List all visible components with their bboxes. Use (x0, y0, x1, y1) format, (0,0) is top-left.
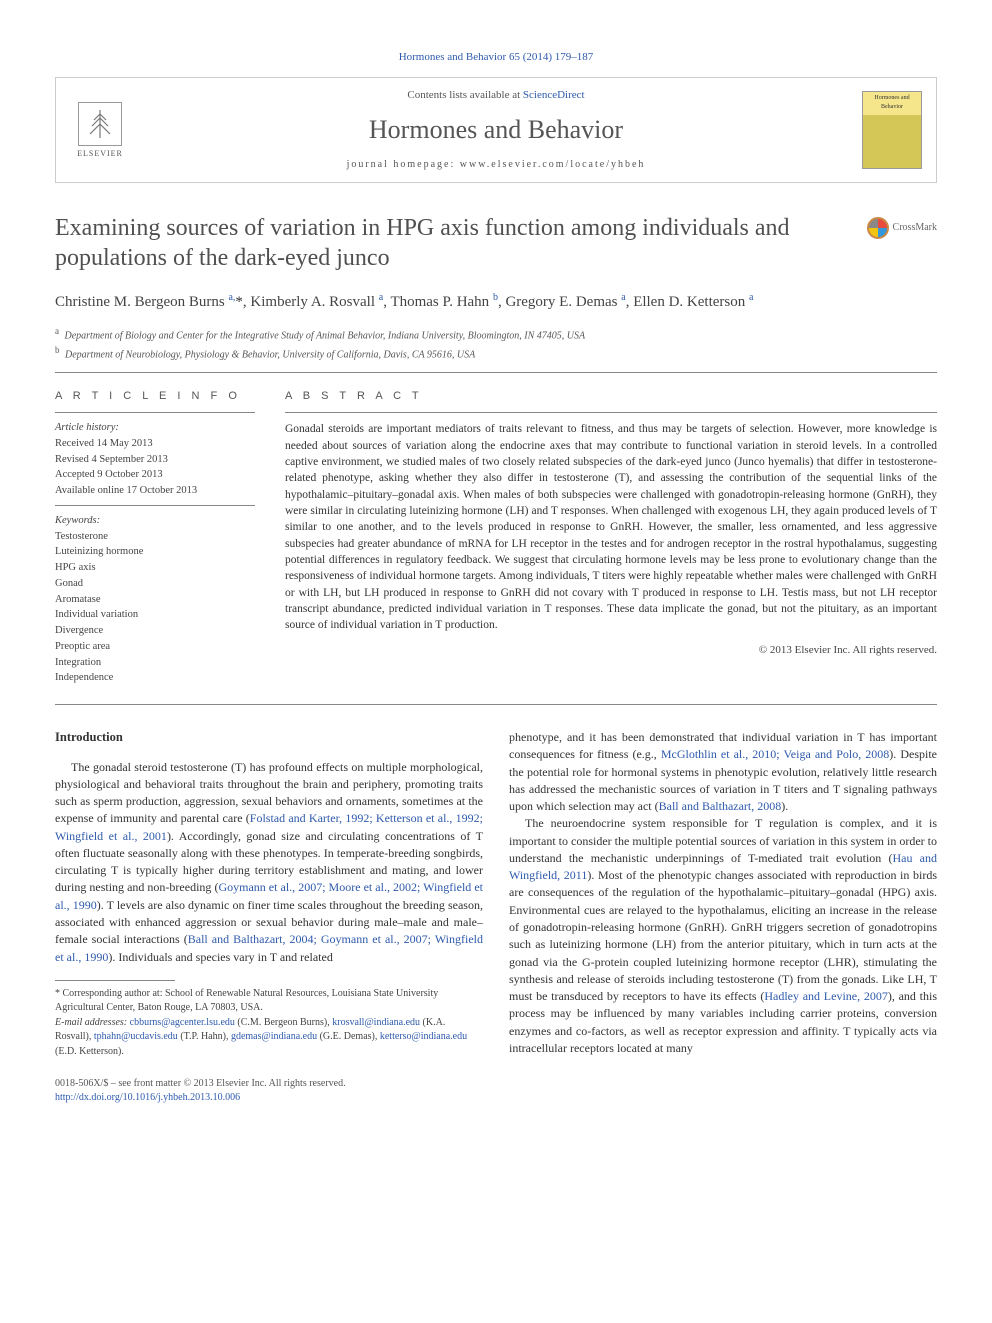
history-item: Revised 4 September 2013 (55, 452, 255, 468)
keyword: Independence (55, 670, 255, 686)
section-rule (55, 372, 937, 373)
citation-link[interactable]: McGlothlin et al., 2010; Veiga and Polo,… (661, 747, 889, 761)
elsevier-tree-icon (78, 102, 122, 146)
journal-reference: Hormones and Behavior 65 (2014) 179–187 (55, 50, 937, 65)
intro-text: ). Most of the phenotypic changes associ… (509, 868, 937, 1003)
journal-header: ELSEVIER Contents lists available at Sci… (55, 77, 937, 183)
cover-thumb-title: Hormones and Behavior (863, 92, 921, 113)
citation-link[interactable]: Hadley and Levine, 2007 (764, 989, 888, 1003)
history-item: Available online 17 October 2013 (55, 483, 255, 499)
journal-homepage-line: journal homepage: www.elsevier.com/locat… (150, 158, 842, 172)
article-title: Examining sources of variation in HPG ax… (55, 213, 937, 273)
corresponding-author-marker[interactable]: * (235, 294, 243, 310)
info-rule (55, 412, 255, 413)
contents-available-line: Contents lists available at ScienceDirec… (150, 88, 842, 103)
article-info-column: A R T I C L E I N F O Article history: R… (55, 389, 255, 686)
keyword: Preoptic area (55, 639, 255, 655)
article-info-heading: A R T I C L E I N F O (55, 389, 255, 404)
introduction-heading: Introduction (55, 729, 483, 747)
keywords-label: Keywords: (55, 514, 255, 529)
email-attribution: (E.D. Ketterson). (55, 1046, 124, 1057)
keyword: Divergence (55, 623, 255, 639)
doi-link[interactable]: http://dx.doi.org/10.1016/j.yhbeh.2013.1… (55, 1092, 240, 1103)
email-link[interactable]: ketterso@indiana.edu (380, 1031, 467, 1042)
journal-name: Hormones and Behavior (150, 112, 842, 148)
email-link[interactable]: cbburns@agcenter.lsu.edu (130, 1017, 235, 1028)
keyword: Luteinizing hormone (55, 544, 255, 560)
history-item: Accepted 9 October 2013 (55, 467, 255, 483)
history-item: Received 14 May 2013 (55, 436, 255, 452)
affiliations: a Department of Biology and Center for t… (55, 325, 937, 362)
crossmark-badge[interactable]: CrossMark (867, 217, 937, 239)
author-name: Ellen D. Ketterson (633, 294, 749, 310)
crossmark-icon (867, 217, 889, 239)
intro-paragraph-1: The gonadal steroid testosterone (T) has… (55, 759, 483, 966)
homepage-url: www.elsevier.com/locate/yhbeh (460, 159, 646, 170)
author-name: Gregory E. Demas (505, 294, 621, 310)
abstract-text: Gonadal steroids are important mediators… (285, 421, 937, 633)
abstract-copyright: © 2013 Elsevier Inc. All rights reserved… (285, 643, 937, 658)
email-addresses: E-mail addresses: cbburns@agcenter.lsu.e… (55, 1016, 483, 1060)
abstract-heading: A B S T R A C T (285, 389, 937, 404)
author-name: Thomas P. Hahn (390, 294, 493, 310)
keyword: Gonad (55, 576, 255, 592)
email-attribution: (T.P. Hahn), (178, 1031, 231, 1042)
info-rule (55, 505, 255, 506)
author-name: Kimberly A. Rosvall (250, 294, 378, 310)
issn-line: 0018-506X/$ – see front matter © 2013 El… (55, 1077, 937, 1091)
email-label: E-mail addresses: (55, 1017, 130, 1028)
body-column-left: Introduction The gonadal steroid testost… (55, 729, 483, 1059)
page-footer: 0018-506X/$ – see front matter © 2013 El… (55, 1077, 937, 1105)
body-column-right: phenotype, and it has been demonstrated … (509, 729, 937, 1059)
contents-prefix: Contents lists available at (407, 89, 522, 101)
affiliation-ref-link[interactable]: a (749, 292, 753, 303)
keyword: Integration (55, 655, 255, 671)
section-rule (55, 704, 937, 705)
abstract-column: A B S T R A C T Gonadal steroids are imp… (285, 389, 937, 686)
intro-text: ). Individuals and species vary in T and… (108, 950, 333, 964)
email-attribution: (C.M. Bergeon Burns), (235, 1017, 332, 1028)
elsevier-label: ELSEVIER (77, 148, 123, 159)
affiliation-line: b Department of Neurobiology, Physiology… (55, 344, 937, 362)
elsevier-logo: ELSEVIER (70, 95, 130, 165)
email-link[interactable]: tphahn@ucdavis.edu (94, 1031, 178, 1042)
keyword: Testosterone (55, 529, 255, 545)
citation-link[interactable]: Ball and Balthazart, 2008 (659, 799, 782, 813)
keyword: Individual variation (55, 607, 255, 623)
email-link[interactable]: krosvall@indiana.edu (332, 1017, 420, 1028)
intro-paragraph-continued: phenotype, and it has been demonstrated … (509, 729, 937, 1057)
crossmark-label: CrossMark (893, 222, 937, 235)
authors-line: Christine M. Bergeon Burns a,*, Kimberly… (55, 291, 937, 313)
footnote-rule (55, 980, 175, 981)
author-name: Christine M. Bergeon Burns (55, 294, 228, 310)
article-history-label: Article history: (55, 421, 255, 436)
info-rule (285, 412, 937, 413)
homepage-prefix: journal homepage: (347, 159, 460, 170)
article-title-text: Examining sources of variation in HPG ax… (55, 215, 790, 271)
keyword: Aromatase (55, 592, 255, 608)
affiliation-line: a Department of Biology and Center for t… (55, 325, 937, 343)
email-link[interactable]: gdemas@indiana.edu (231, 1031, 317, 1042)
intro-text: The neuroendocrine system responsible fo… (509, 816, 937, 865)
sciencedirect-link[interactable]: ScienceDirect (523, 89, 585, 101)
journal-cover-thumbnail: Hormones and Behavior (862, 91, 922, 169)
email-attribution: (G.E. Demas), (317, 1031, 380, 1042)
corresponding-author-note: * Corresponding author at: School of Ren… (55, 987, 483, 1016)
keyword: HPG axis (55, 560, 255, 576)
intro-text: ). (781, 799, 788, 813)
